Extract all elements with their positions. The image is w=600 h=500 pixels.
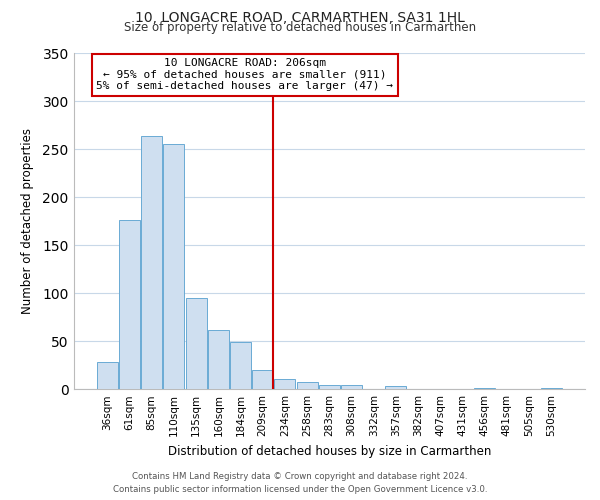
Bar — [119, 220, 140, 389]
Bar — [474, 388, 495, 389]
Bar — [230, 342, 251, 389]
Y-axis label: Number of detached properties: Number of detached properties — [21, 128, 34, 314]
Text: Contains HM Land Registry data © Crown copyright and database right 2024.
Contai: Contains HM Land Registry data © Crown c… — [113, 472, 487, 494]
Bar — [319, 386, 340, 389]
X-axis label: Distribution of detached houses by size in Carmarthen: Distribution of detached houses by size … — [167, 444, 491, 458]
Bar — [541, 388, 562, 389]
Bar — [185, 298, 206, 389]
Text: 10 LONGACRE ROAD: 206sqm
← 95% of detached houses are smaller (911)
5% of semi-d: 10 LONGACRE ROAD: 206sqm ← 95% of detach… — [97, 58, 394, 91]
Bar — [97, 362, 118, 389]
Bar — [208, 330, 229, 389]
Bar — [385, 386, 406, 389]
Bar — [252, 370, 273, 389]
Text: 10, LONGACRE ROAD, CARMARTHEN, SA31 1HL: 10, LONGACRE ROAD, CARMARTHEN, SA31 1HL — [135, 11, 465, 25]
Bar — [163, 144, 184, 389]
Bar — [141, 136, 162, 389]
Bar — [274, 378, 295, 389]
Bar — [296, 382, 317, 389]
Text: Size of property relative to detached houses in Carmarthen: Size of property relative to detached ho… — [124, 21, 476, 34]
Bar — [341, 386, 362, 389]
